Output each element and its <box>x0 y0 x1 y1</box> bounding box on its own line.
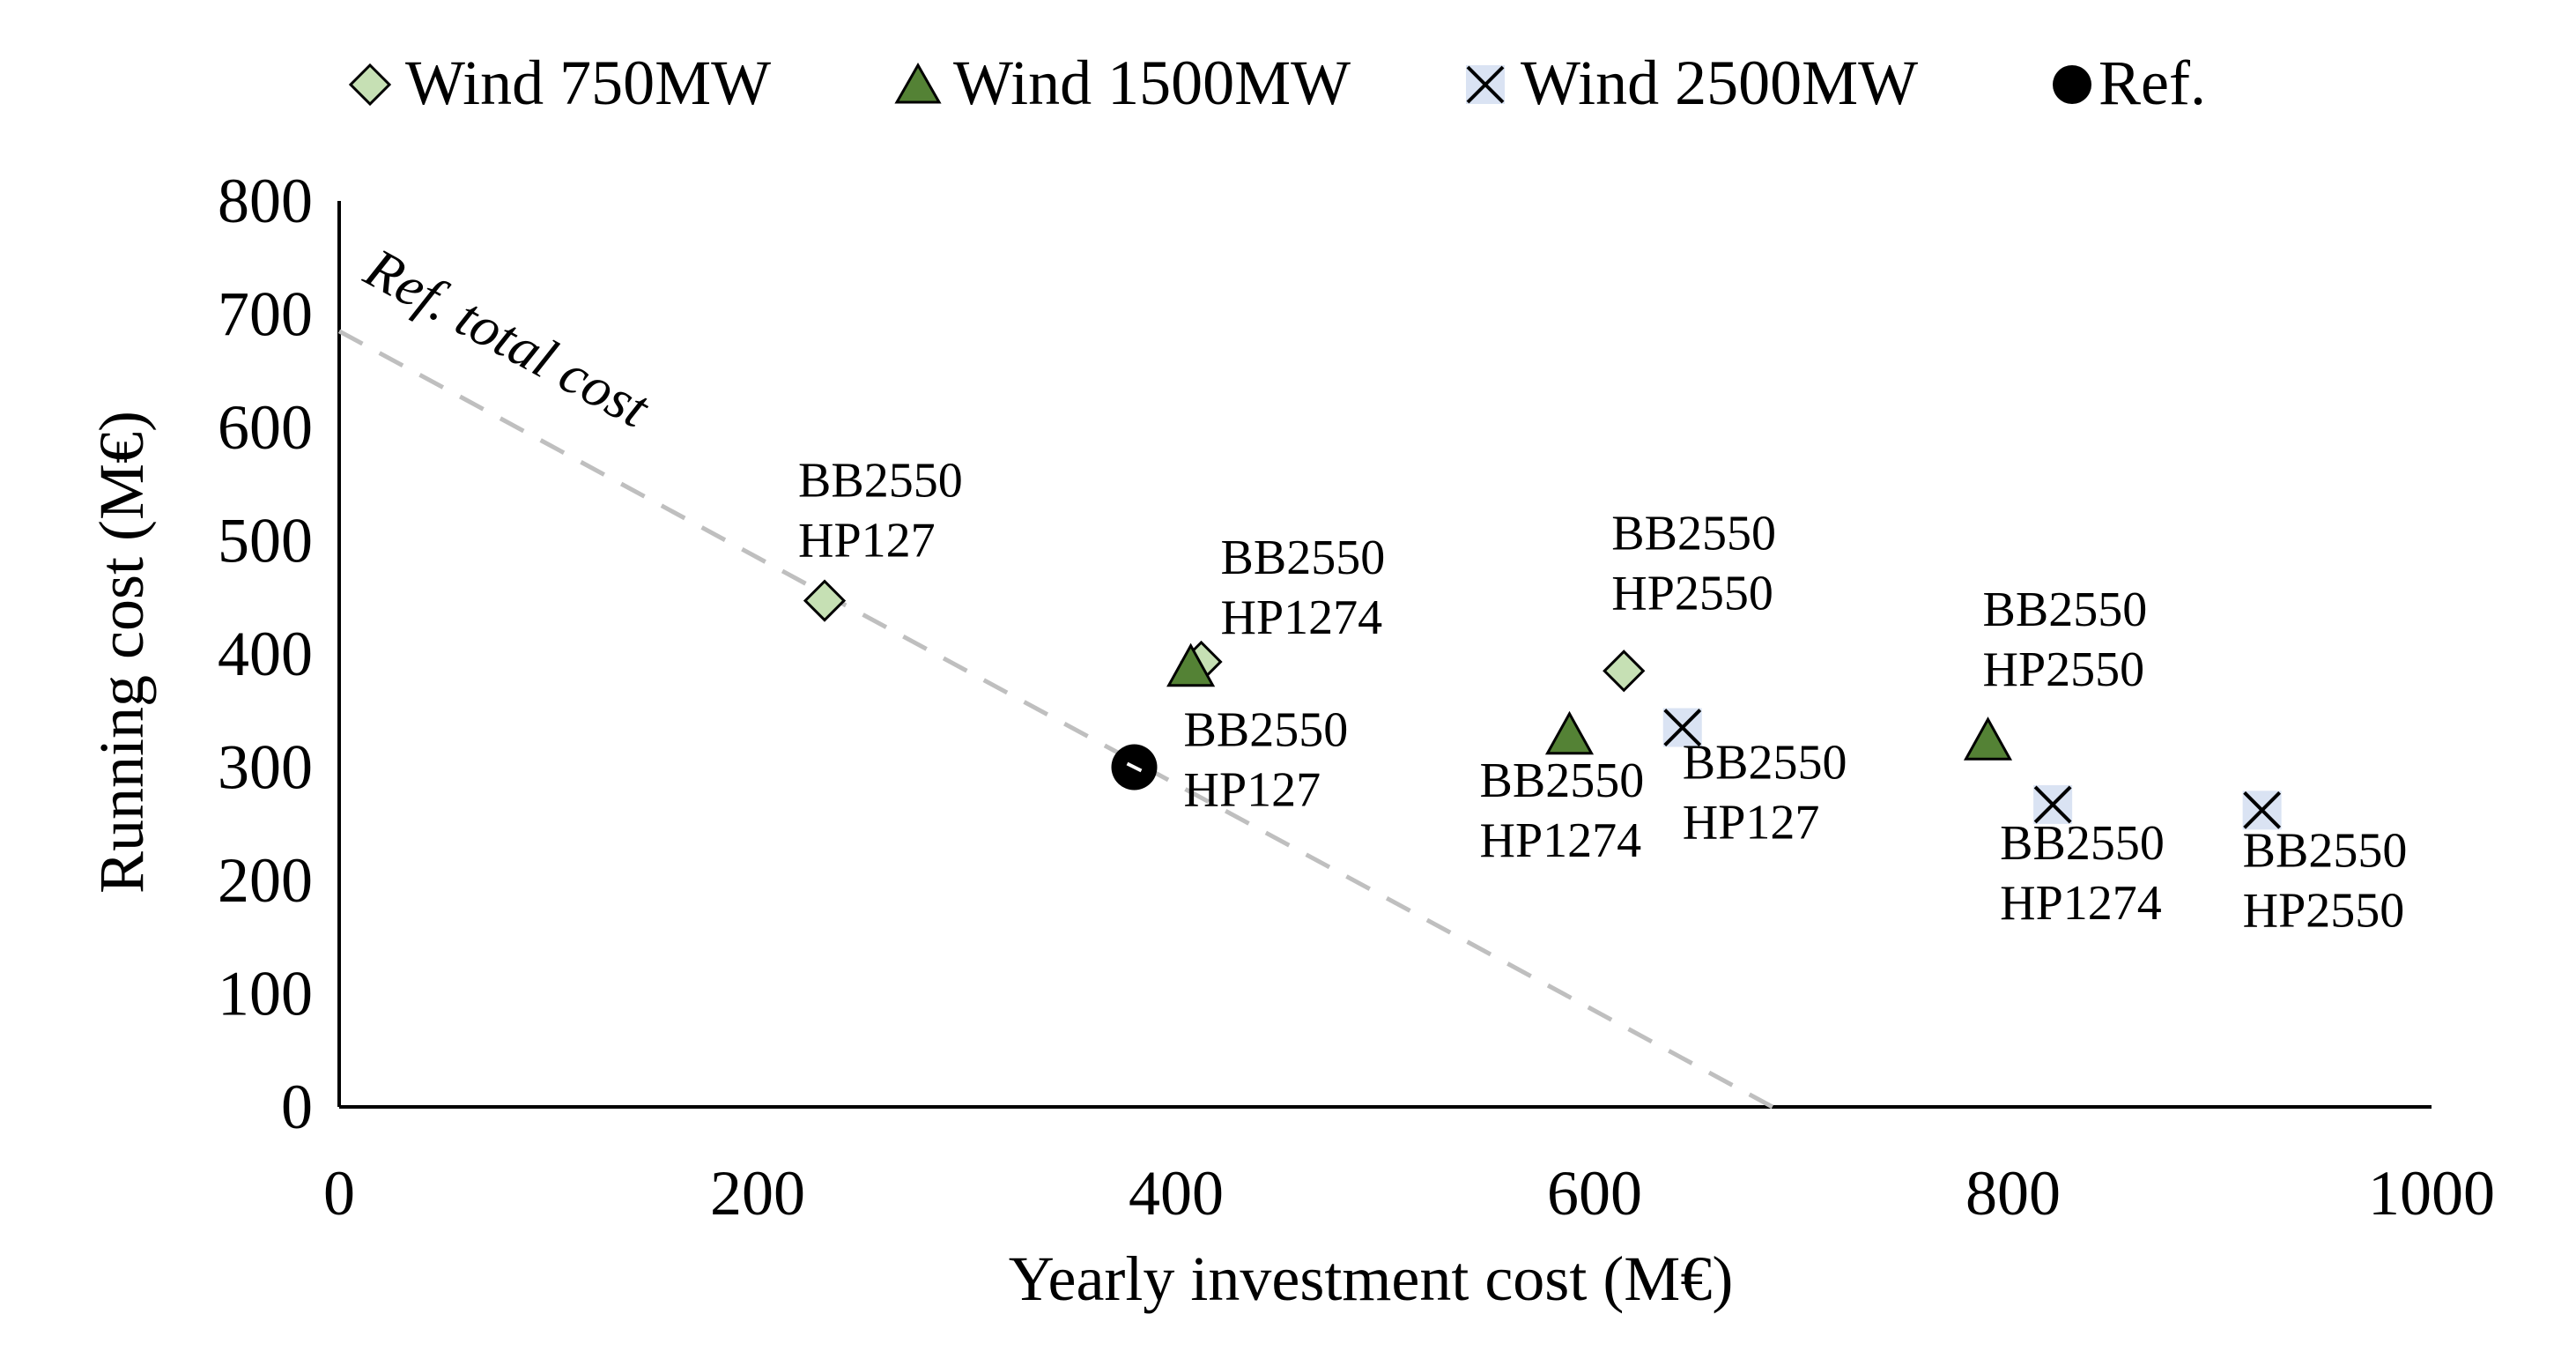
point-label: BB2550 HP1274 <box>1221 531 1386 645</box>
y-tick-label: 600 <box>218 392 313 463</box>
y-tick-label: 400 <box>218 619 313 689</box>
y-tick-label: 300 <box>218 732 313 803</box>
triangle-marker <box>1166 642 1216 687</box>
point-label: BB2550 HP1274 <box>1480 754 1645 868</box>
legend-cross-marker <box>1466 65 1505 104</box>
reference-line-label: Ref. total cost <box>354 235 661 440</box>
axes: 0 100 200 300 400 500 600 700 800 0 200 400 600 800 10… <box>218 166 2495 1229</box>
point-label-line: HP127 <box>1184 763 1321 818</box>
point-label: BB2550 HP127 <box>1184 703 1349 818</box>
point-label: BB2550 HP1274 <box>2000 816 2165 931</box>
y-tick-label: 500 <box>218 506 313 576</box>
reference-line <box>337 329 1774 1110</box>
point-label-line: BB2550 <box>1611 506 1776 561</box>
point-label-line: BB2550 <box>2000 816 2165 871</box>
legend-label-ref: Ref. <box>2099 48 2206 118</box>
point-label: BB2550 HP2550 <box>1983 583 2148 697</box>
point-label-line: BB2550 <box>2243 823 2408 878</box>
legend-label-wind-2500: Wind 2500MW <box>1521 48 1918 118</box>
point-label-line: HP1274 <box>2000 876 2162 931</box>
legend-diamond-marker <box>348 63 392 107</box>
point-label-line: BB2550 <box>1983 583 2148 637</box>
legend-item-wind-2500: Wind 2500MW <box>1466 48 1918 118</box>
legend-label-wind-1500: Wind 1500MW <box>953 48 1351 118</box>
x-tick-label: 600 <box>1547 1158 1642 1229</box>
point-label-line: BB2550 <box>1221 531 1386 585</box>
legend: Wind 750MW Wind 1500MW Wind 2500MW Ref. <box>348 48 2206 118</box>
point-label-line: HP1274 <box>1221 590 1383 645</box>
y-tick-label: 100 <box>218 959 313 1029</box>
point-label: BB2550 HP2550 <box>1611 506 1776 620</box>
triangle-marker <box>1963 716 2013 761</box>
y-tick-label: 200 <box>218 845 313 916</box>
legend-item-wind-1500: Wind 1500MW <box>894 48 1351 118</box>
point-label: BB2550 HP2550 <box>2243 823 2408 938</box>
point-label: BB2550 HP127 <box>1683 736 1847 850</box>
x-tick-label: 400 <box>1129 1158 1224 1229</box>
point-label-line: HP1274 <box>1480 813 1642 868</box>
point-label-line: BB2550 <box>1184 703 1349 758</box>
cross-marker <box>2033 785 2072 824</box>
point-label-line: HP2550 <box>1611 566 1773 620</box>
ref-circle-highlight <box>1126 761 1143 773</box>
triangle-marker <box>1544 710 1595 755</box>
diamond-marker <box>803 579 847 622</box>
x-tick-label: 800 <box>1965 1158 2061 1229</box>
point-label-line: HP127 <box>1683 796 1820 850</box>
legend-item-wind-750: Wind 750MW <box>348 48 771 118</box>
reference-line-group: Ref. total cost <box>337 235 1774 1110</box>
y-tick-label: 700 <box>218 279 313 350</box>
legend-label-wind-750: Wind 750MW <box>405 48 771 118</box>
point-label: BB2550 HP127 <box>798 454 963 568</box>
point-label-line: HP2550 <box>1983 642 2145 697</box>
y-axis-label: Running cost (M€) <box>86 411 157 894</box>
x-axis-label: Yearly investment cost (M€) <box>1009 1244 1734 1314</box>
legend-triangle-marker <box>894 62 942 104</box>
legend-item-ref: Ref. <box>2053 48 2206 118</box>
point-label-line: HP2550 <box>2243 883 2405 938</box>
x-tick-label: 200 <box>710 1158 805 1229</box>
point-label-line: BB2550 <box>1683 736 1847 791</box>
cross-marker <box>2243 791 2282 829</box>
x-tick-label: 1000 <box>2368 1158 2495 1229</box>
y-tick-label: 0 <box>281 1072 313 1142</box>
point-label-line: HP127 <box>798 514 936 568</box>
point-label-line: BB2550 <box>798 454 963 509</box>
diamond-marker <box>1603 650 1646 693</box>
point-label-line: BB2550 <box>1480 754 1645 808</box>
x-tick-label: 0 <box>323 1158 355 1229</box>
legend-circle-marker <box>2053 65 2091 104</box>
y-tick-label: 800 <box>218 166 313 236</box>
cross-marker <box>1663 709 1702 746</box>
